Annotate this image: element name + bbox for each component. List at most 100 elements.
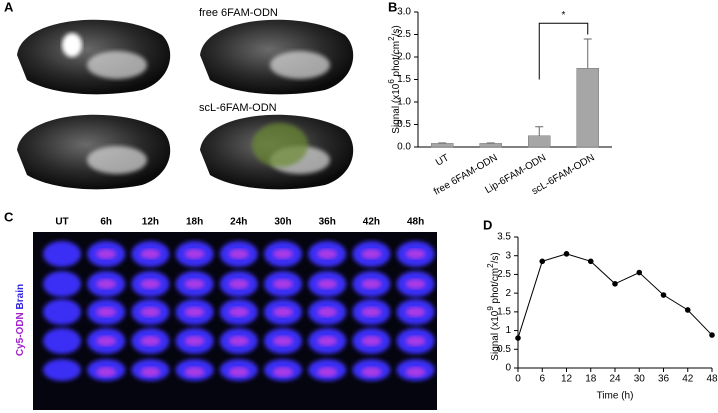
y-tick-label: 1.5 bbox=[397, 74, 411, 85]
x-axis-label: Time (h) bbox=[597, 391, 634, 402]
y-tick-label: 0 bbox=[505, 363, 511, 374]
signal bbox=[361, 279, 382, 289]
brain-highlight bbox=[87, 51, 147, 79]
panel-label: C bbox=[4, 209, 14, 224]
bar bbox=[479, 143, 502, 148]
signal bbox=[228, 367, 249, 377]
y-tick-label: 1.0 bbox=[397, 97, 411, 108]
signal bbox=[96, 336, 117, 346]
column-label: UT bbox=[55, 217, 68, 228]
y-axis-label-part: /s) bbox=[490, 252, 501, 263]
panel-label: B bbox=[388, 0, 397, 14]
signal bbox=[140, 367, 161, 377]
y-axis-label-part: Signal (x10 bbox=[490, 310, 501, 360]
signal bbox=[184, 336, 205, 346]
signal bbox=[273, 279, 293, 289]
panel-a: UT free 6FAM-ODN Lip-6FAM-ODN scL-6FAM-ODN bbox=[16, 7, 354, 190]
y-axis-label-part: 2 bbox=[486, 263, 495, 268]
brain-slice bbox=[43, 328, 81, 354]
signal bbox=[273, 367, 293, 377]
point bbox=[636, 269, 643, 276]
y-axis-label-part: /s) bbox=[391, 25, 402, 36]
brain-slice bbox=[43, 359, 81, 381]
x-tick-label: 36 bbox=[658, 374, 670, 385]
point bbox=[709, 332, 715, 338]
y-axis-label-part: 6 bbox=[387, 79, 396, 84]
signal bbox=[361, 336, 382, 346]
column-label: 42h bbox=[363, 217, 380, 228]
signal bbox=[317, 336, 338, 346]
point bbox=[660, 292, 667, 298]
signal bbox=[96, 279, 117, 289]
signal bbox=[184, 279, 205, 289]
image-caption: free 6FAM-ODN bbox=[199, 7, 278, 19]
brain-highlight bbox=[87, 146, 147, 174]
signal bbox=[140, 249, 161, 259]
signal bbox=[96, 249, 117, 259]
point bbox=[587, 258, 594, 265]
brain-slice bbox=[43, 241, 81, 267]
signal bbox=[96, 367, 117, 377]
signal bbox=[273, 249, 293, 259]
y-tick-label: 0.5 bbox=[397, 119, 411, 130]
y-tick-label: 2.5 bbox=[397, 29, 411, 40]
x-tick-label: 24 bbox=[609, 374, 621, 385]
panel-label: A bbox=[4, 0, 14, 14]
signal bbox=[228, 279, 249, 289]
side-label: Cy5-ODN Brain bbox=[15, 284, 26, 356]
y-tick-label: 1.5 bbox=[497, 306, 511, 317]
signal bbox=[405, 367, 426, 377]
signal bbox=[184, 307, 205, 317]
signal bbox=[184, 249, 205, 259]
signal bbox=[184, 367, 205, 377]
signal bbox=[405, 336, 426, 346]
y-axis-label-part: phot/cm bbox=[490, 268, 501, 306]
image-caption: scL-6FAM-ODN bbox=[199, 102, 277, 114]
column-label: 18h bbox=[186, 217, 203, 228]
point bbox=[539, 258, 546, 265]
signal bbox=[405, 307, 426, 317]
column-label: 48h bbox=[407, 217, 424, 228]
column-label: 24h bbox=[230, 217, 247, 228]
y-tick-label: 2.5 bbox=[497, 269, 511, 280]
signal bbox=[317, 249, 338, 259]
bar bbox=[576, 68, 599, 148]
signal bbox=[361, 367, 382, 377]
column-label: 36h bbox=[319, 217, 336, 228]
y-tick-label: 1 bbox=[505, 325, 511, 336]
signal bbox=[140, 307, 161, 317]
x-tick-label: 48 bbox=[706, 374, 718, 385]
bar bbox=[528, 135, 551, 148]
y-tick-label: 3.5 bbox=[497, 232, 511, 243]
y-tick-label: 2 bbox=[505, 288, 511, 299]
y-tick-label: 0.5 bbox=[497, 344, 511, 355]
y-tick-label: 3 bbox=[505, 250, 511, 261]
fluorescence bbox=[252, 123, 308, 167]
x-tick-label: 30 bbox=[634, 374, 646, 385]
x-tick-label: 0 bbox=[515, 374, 521, 385]
bar bbox=[431, 143, 454, 148]
y-axis-label: Signal (x109 phot/cm2/s) bbox=[486, 252, 501, 360]
y-axis-label: Signal (x106 phot/cm2/s) bbox=[387, 25, 402, 133]
brain-highlight bbox=[62, 33, 82, 57]
signal bbox=[405, 279, 426, 289]
x-tick-label: 42 bbox=[682, 374, 694, 385]
point bbox=[684, 307, 691, 313]
panel-label: D bbox=[483, 217, 492, 232]
signal bbox=[228, 336, 249, 346]
signal bbox=[317, 307, 338, 317]
signal bbox=[228, 307, 249, 317]
point bbox=[515, 335, 521, 341]
signal bbox=[140, 279, 161, 289]
x-tick-label: 12 bbox=[561, 374, 573, 385]
column-label: 12h bbox=[142, 217, 159, 228]
point bbox=[612, 280, 618, 287]
signal bbox=[317, 279, 338, 289]
column-label: 30h bbox=[274, 217, 291, 228]
x-tick-label: 18 bbox=[585, 374, 597, 385]
signal bbox=[228, 249, 249, 259]
signal bbox=[273, 336, 293, 346]
signal bbox=[140, 336, 161, 346]
image-caption: UT bbox=[16, 7, 31, 19]
x-tick-label: 6 bbox=[539, 374, 545, 385]
